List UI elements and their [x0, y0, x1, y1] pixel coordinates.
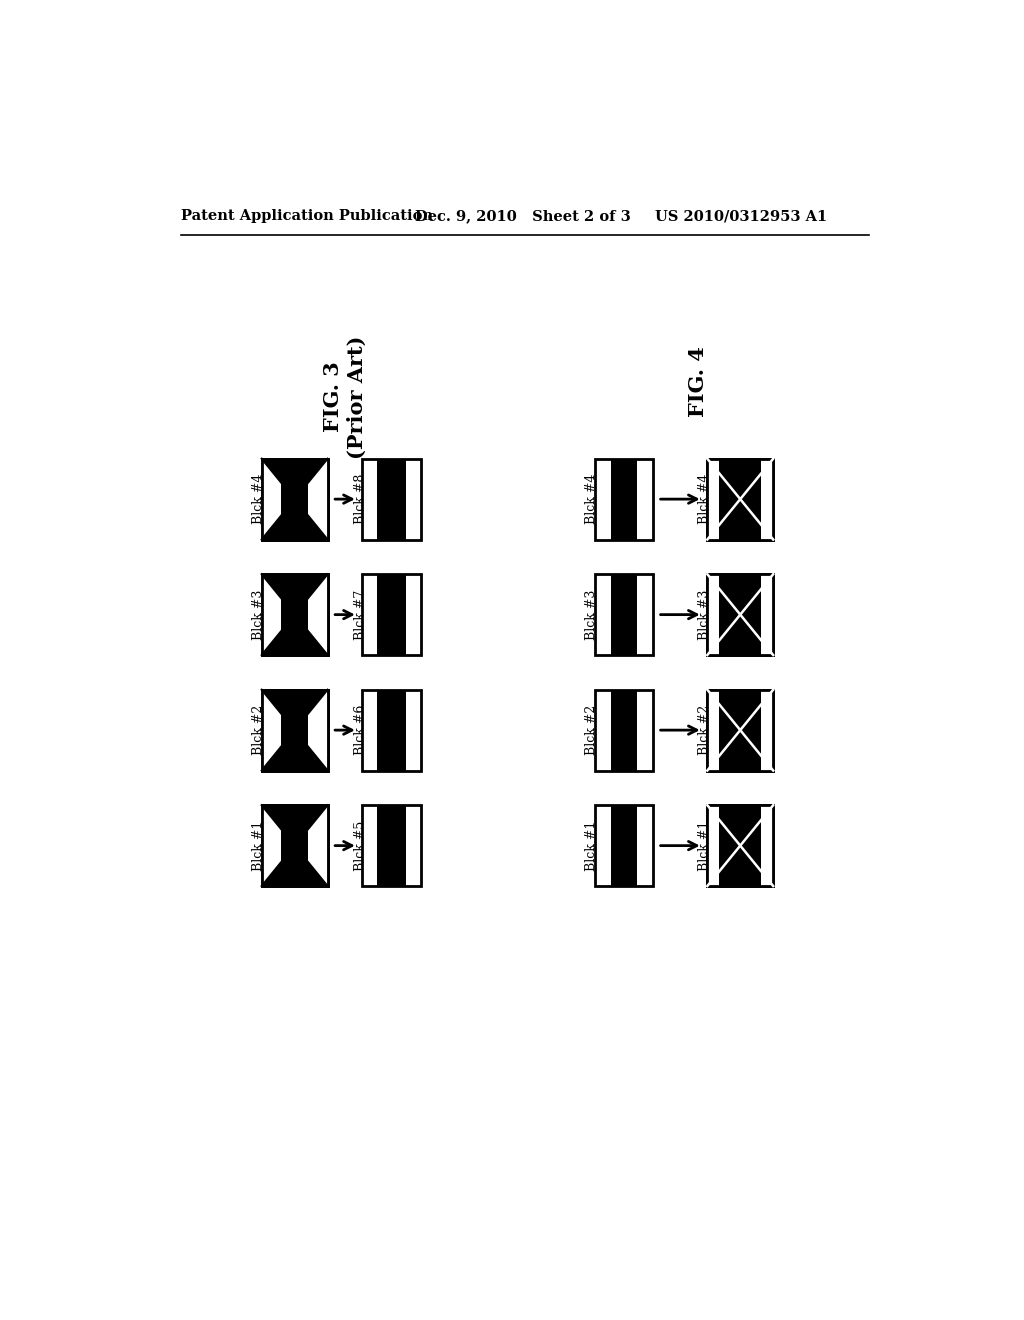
Polygon shape [708, 574, 719, 655]
Polygon shape [282, 574, 308, 655]
FancyBboxPatch shape [595, 574, 653, 655]
Polygon shape [295, 689, 328, 771]
Text: Blck #1: Blck #1 [252, 821, 265, 871]
Text: Dec. 9, 2010   Sheet 2 of 3: Dec. 9, 2010 Sheet 2 of 3 [415, 209, 631, 223]
FancyBboxPatch shape [708, 574, 773, 655]
Polygon shape [295, 805, 328, 886]
FancyBboxPatch shape [262, 689, 328, 771]
Polygon shape [708, 805, 719, 886]
FancyBboxPatch shape [262, 805, 328, 886]
Text: FIG. 3
(Prior Art): FIG. 3 (Prior Art) [324, 335, 367, 459]
Text: Blck #5: Blck #5 [353, 821, 367, 871]
Text: Patent Application Publication: Patent Application Publication [180, 209, 433, 223]
FancyBboxPatch shape [362, 574, 421, 655]
Text: Blck #8: Blck #8 [353, 474, 367, 524]
FancyBboxPatch shape [362, 459, 421, 540]
FancyBboxPatch shape [595, 689, 653, 771]
Text: Blck #3: Blck #3 [698, 590, 712, 640]
Text: Blck #3: Blck #3 [252, 590, 265, 640]
Polygon shape [262, 459, 295, 540]
FancyBboxPatch shape [708, 689, 773, 771]
Polygon shape [282, 805, 308, 886]
Polygon shape [377, 689, 407, 771]
FancyBboxPatch shape [262, 574, 328, 655]
FancyBboxPatch shape [262, 574, 328, 655]
Polygon shape [611, 574, 637, 655]
FancyBboxPatch shape [362, 805, 421, 886]
Polygon shape [377, 574, 407, 655]
Text: Blck #1: Blck #1 [586, 821, 598, 871]
Text: Blck #6: Blck #6 [353, 705, 367, 755]
Polygon shape [262, 689, 295, 771]
Polygon shape [262, 805, 295, 886]
Polygon shape [282, 689, 308, 771]
Polygon shape [377, 459, 407, 540]
Text: Blck #1: Blck #1 [698, 821, 712, 871]
Polygon shape [377, 805, 407, 886]
Polygon shape [611, 805, 637, 886]
Polygon shape [611, 459, 637, 540]
FancyBboxPatch shape [362, 689, 421, 771]
Polygon shape [295, 459, 328, 540]
Polygon shape [282, 459, 308, 540]
Polygon shape [262, 574, 295, 655]
FancyBboxPatch shape [708, 805, 773, 886]
Polygon shape [295, 574, 328, 655]
Text: Blck #2: Blck #2 [252, 705, 265, 755]
Text: Blck #2: Blck #2 [698, 705, 712, 755]
FancyBboxPatch shape [708, 459, 773, 540]
Text: Blck #4: Blck #4 [252, 474, 265, 524]
Text: FIG. 4: FIG. 4 [688, 346, 708, 417]
Text: US 2010/0312953 A1: US 2010/0312953 A1 [655, 209, 827, 223]
FancyBboxPatch shape [262, 459, 328, 540]
Polygon shape [708, 459, 719, 540]
Polygon shape [761, 574, 773, 655]
FancyBboxPatch shape [262, 689, 328, 771]
Text: Blck #3: Blck #3 [586, 590, 598, 640]
Polygon shape [611, 689, 637, 771]
Polygon shape [708, 689, 719, 771]
FancyBboxPatch shape [595, 805, 653, 886]
Polygon shape [761, 459, 773, 540]
FancyBboxPatch shape [595, 459, 653, 540]
Text: Blck #7: Blck #7 [353, 590, 367, 640]
Text: Blck #4: Blck #4 [698, 474, 712, 524]
FancyBboxPatch shape [262, 805, 328, 886]
FancyBboxPatch shape [262, 459, 328, 540]
Polygon shape [761, 805, 773, 886]
Text: Blck #2: Blck #2 [586, 705, 598, 755]
Polygon shape [761, 689, 773, 771]
Text: Blck #4: Blck #4 [586, 474, 598, 524]
